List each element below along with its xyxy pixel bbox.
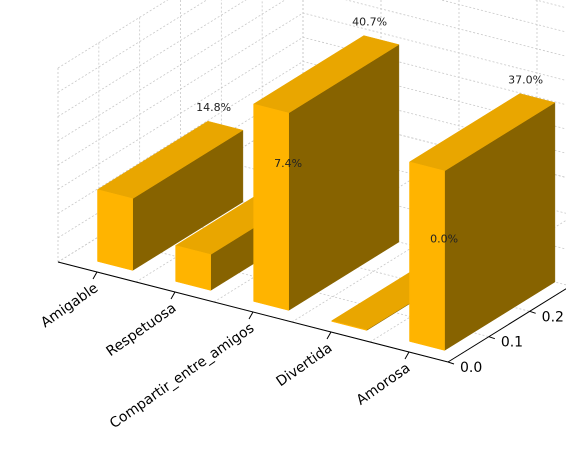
- bar-front-face: [331, 320, 367, 331]
- x-tick-mark: [326, 331, 332, 340]
- x-tick-mark: [92, 271, 98, 280]
- bar-front-face: [409, 161, 445, 351]
- x-tick-mark: [170, 291, 176, 300]
- data-label: 14.8%: [196, 101, 231, 114]
- bar-front-face: [175, 245, 211, 291]
- x-tick-label: Amigable: [38, 280, 101, 331]
- bar-amorosa: [408, 93, 556, 351]
- data-label: 7.4%: [274, 157, 302, 170]
- bar-front-face: [97, 189, 133, 271]
- depth-tick-mark: [529, 310, 536, 314]
- depth-tick-mark: [488, 336, 495, 340]
- x-tick-mark: [404, 351, 410, 360]
- data-labels: 14.8% 7.4% 40.7% 0.0% 37.0%: [196, 15, 543, 245]
- depth-tick-label: 0.2: [542, 309, 564, 325]
- data-label: 37.0%: [508, 73, 543, 86]
- x-tick-mark: [248, 311, 254, 320]
- x-tick-label: Respetuosa: [104, 300, 180, 360]
- data-label: 40.7%: [352, 15, 387, 28]
- depth-tick-mark: [447, 361, 455, 365]
- wall-grid-line: [57, 0, 169, 69]
- bars: [96, 35, 556, 351]
- x-tick-label: Amorosa: [354, 360, 414, 408]
- bar-amigable: [96, 120, 244, 271]
- depth-tick-label: 0.0: [460, 360, 482, 376]
- bar-front-face: [253, 103, 289, 311]
- depth-tick-label: 0.1: [501, 335, 523, 351]
- data-label: 0.0%: [430, 233, 458, 246]
- x-tick-label: Divertida: [274, 340, 336, 390]
- bar-compartir-entre-amigos: [252, 35, 400, 311]
